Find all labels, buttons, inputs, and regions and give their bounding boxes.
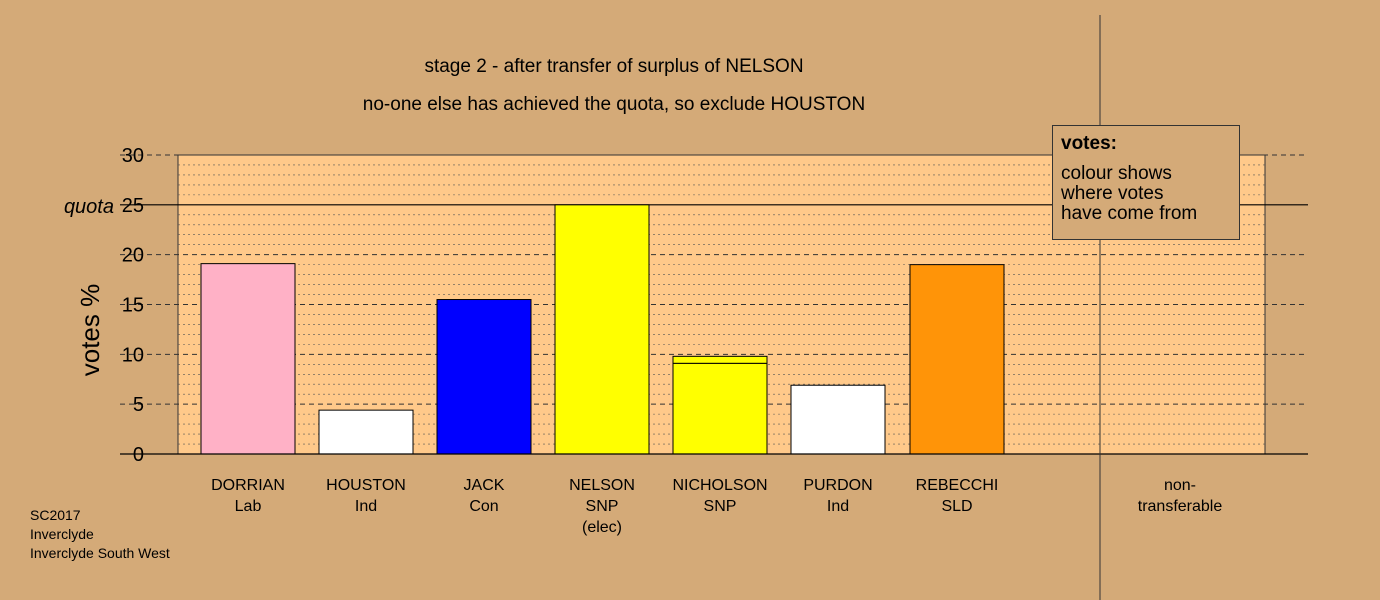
footer-council: Inverclyde — [30, 526, 94, 542]
candidate-party: Ind — [827, 498, 849, 515]
bar-nelson — [554, 204, 650, 455]
candidate-name: NICHOLSON — [672, 477, 767, 494]
legend: votes: colour shows where votes have com… — [1052, 125, 1240, 240]
bar-houston — [318, 409, 414, 455]
candidate-name: REBECCHI — [916, 477, 999, 494]
x-label-nicholson: NICHOLSON SNP — [672, 477, 767, 515]
footer-info: SC2017 Inverclyde Inverclyde South West — [30, 506, 170, 563]
y-tick-label: 20 — [122, 245, 144, 267]
candidate-party: transferable — [1138, 498, 1223, 515]
y-tick-label: 0 — [133, 444, 144, 466]
bar-nicholson — [672, 362, 768, 455]
x-tick-labels: DORRIAN Lab HOUSTON Ind JACK Con NELSON SNP (ele… — [211, 477, 1222, 536]
candidate-party: SNP — [704, 498, 737, 515]
x-label-houston: HOUSTON Ind — [326, 477, 406, 515]
candidate-name: JACK — [464, 477, 505, 494]
bar-nicholson — [672, 355, 768, 364]
footer-election: SC2017 — [30, 507, 81, 523]
bar-purdon — [790, 384, 886, 455]
bars — [200, 204, 1005, 455]
candidate-party: Con — [469, 498, 498, 515]
chart-title: stage 2 - after transfer of surplus of N… — [424, 56, 803, 77]
candidate-name: NELSON — [569, 477, 635, 494]
quota-label: quota — [64, 196, 114, 218]
bar-dorrian — [200, 263, 296, 455]
candidate-party: SNP — [586, 498, 619, 515]
y-tick-label: 10 — [122, 344, 144, 366]
legend-title: votes: — [1061, 133, 1117, 154]
bar-jack — [436, 299, 532, 455]
candidate-status: (elec) — [582, 519, 622, 536]
x-label-rebecchi: REBECCHI SLD — [916, 477, 999, 515]
candidate-name: HOUSTON — [326, 477, 406, 494]
x-label-jack: JACK Con — [464, 477, 505, 515]
x-label-dorrian: DORRIAN Lab — [211, 477, 285, 515]
legend-line: have come from — [1061, 203, 1198, 224]
x-label-nelson: NELSON SNP (elec) — [569, 477, 635, 536]
y-tick-label: 5 — [133, 394, 144, 416]
candidate-party: SLD — [941, 498, 972, 515]
bar-rebecchi — [909, 264, 1005, 455]
x-label-non: non-transferable — [1138, 477, 1223, 515]
candidate-party: Lab — [235, 498, 262, 515]
y-tick-labels: 0 5 10 15 20 25 30 — [122, 145, 144, 466]
y-tick-label: 30 — [122, 145, 144, 167]
candidate-party: Ind — [355, 498, 377, 515]
footer-ward: Inverclyde South West — [30, 545, 170, 561]
candidate-name: non- — [1164, 477, 1196, 494]
y-tick-label: 15 — [122, 295, 144, 317]
y-tick-label: 25 — [122, 195, 144, 217]
x-label-purdon: PURDON Ind — [803, 477, 872, 515]
candidate-name: DORRIAN — [211, 477, 285, 494]
axes — [120, 15, 1308, 600]
legend-line: colour shows — [1061, 163, 1172, 184]
legend-line: where votes — [1061, 183, 1164, 204]
candidate-name: PURDON — [803, 477, 872, 494]
y-axis-label: votes % — [75, 284, 105, 377]
chart-subtitle: no-one else has achieved the quota, so e… — [363, 94, 865, 115]
